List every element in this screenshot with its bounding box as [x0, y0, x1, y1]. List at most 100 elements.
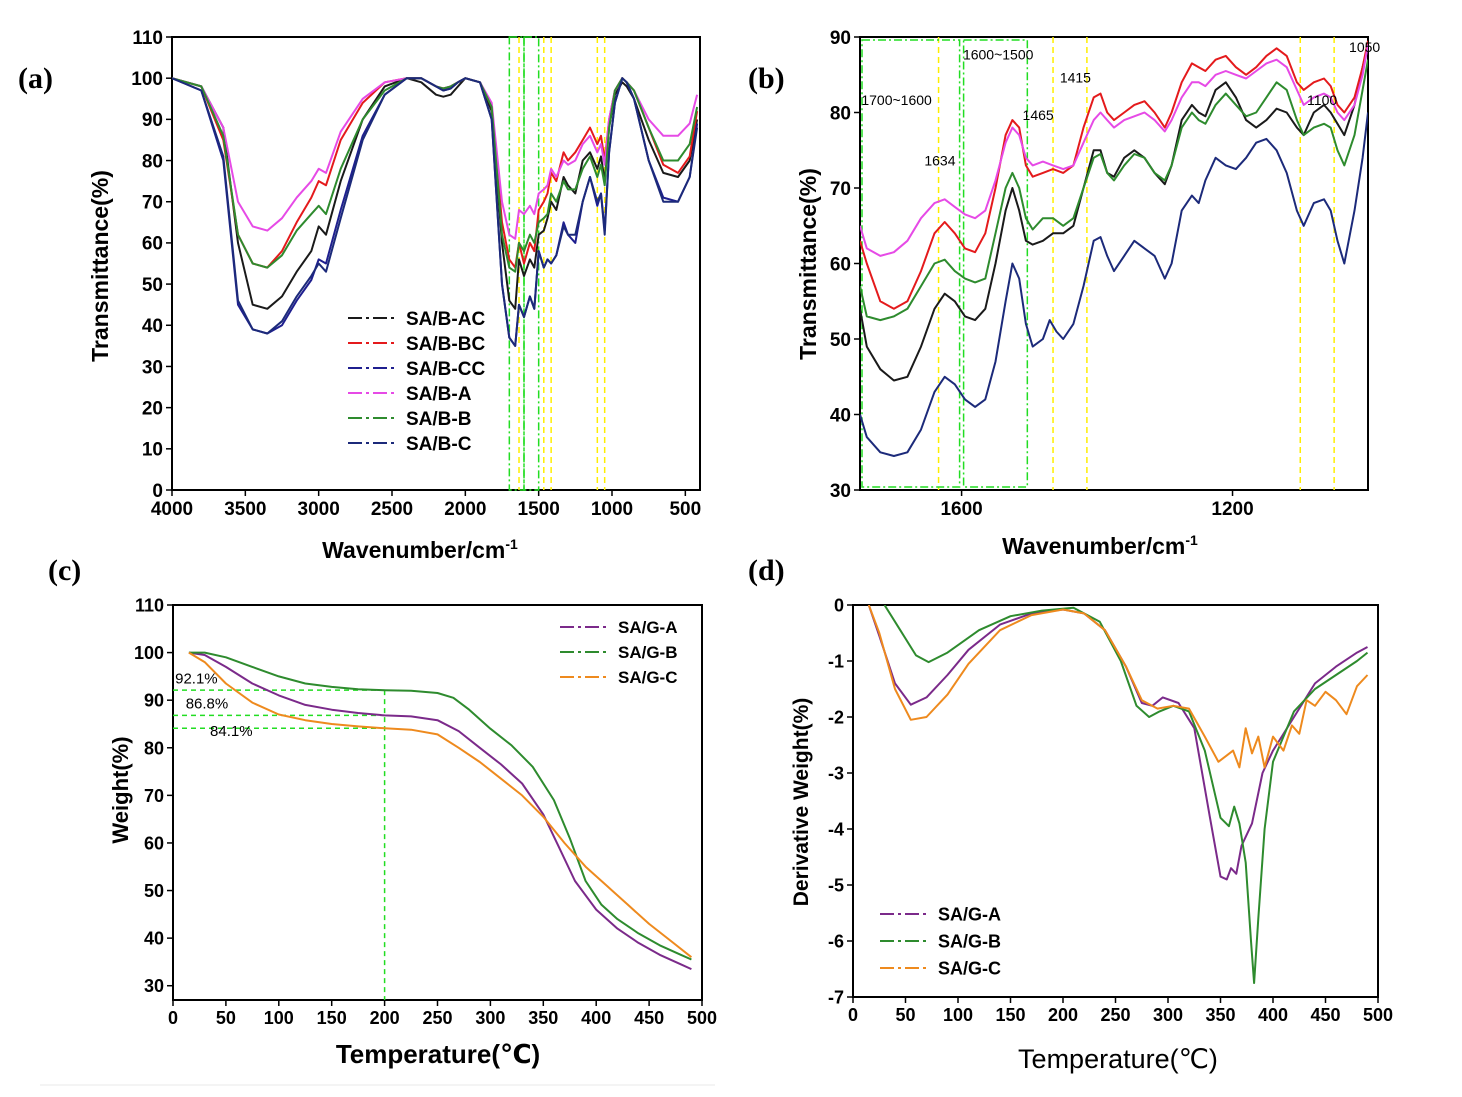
x-tick-label-c: 300 — [475, 1008, 505, 1028]
y-tick-label-a: 40 — [142, 316, 163, 337]
y-tick-label-c: 40 — [144, 929, 164, 949]
y-tick-label-a: 90 — [142, 110, 163, 131]
x-tick-label-a: 1000 — [591, 499, 633, 520]
legend-label-a: SA/B-C — [406, 434, 472, 455]
xlabel-c: Temperature(℃) — [336, 1039, 540, 1069]
x-tick-label-b: 1200 — [1211, 499, 1253, 520]
y-tick-label-a: 30 — [142, 357, 163, 378]
x-tick-label-c: 400 — [581, 1008, 611, 1028]
annotation-c: 84.1% — [210, 723, 253, 740]
legend-label-a: SA/B-BC — [406, 334, 485, 355]
x-tick-label-d: 200 — [1048, 1005, 1078, 1025]
x-tick-label-a: 3500 — [224, 499, 266, 520]
x-tick-label-d: 50 — [895, 1005, 915, 1025]
y-tick-label-c: 60 — [144, 833, 164, 853]
legend-label-a: SA/B-AC — [406, 309, 485, 330]
legend-label-a: SA/B-B — [406, 409, 471, 430]
x-tick-label-d: 0 — [848, 1005, 858, 1025]
annotation-b: 1050 — [1349, 39, 1380, 55]
series-line-d-sa-g-b — [883, 605, 1369, 984]
y-tick-label-b: 30 — [830, 481, 851, 502]
plot-area-c — [167, 604, 703, 1006]
y-tick-label-a: 20 — [142, 398, 163, 419]
series-line-b-sa-b-b — [860, 59, 1368, 322]
y-tick-label-a: 70 — [142, 193, 163, 214]
x-tick-label-a: 500 — [669, 499, 701, 520]
annotation-b: 1600~1500 — [963, 47, 1034, 63]
y-tick-label-c: 100 — [134, 643, 164, 663]
x-tick-label-d: 100 — [943, 1005, 973, 1025]
legend-label-d: SA/G-B — [938, 931, 1001, 951]
x-tick-label-d: 250 — [1100, 1005, 1130, 1025]
series-line-b-sa-b-c — [860, 112, 1368, 457]
y-tick-label-a: 60 — [142, 234, 163, 255]
series-line-b-sa-b-ac — [860, 44, 1368, 382]
annotation-c: 86.8% — [186, 696, 229, 713]
annotation-b: 1465 — [1023, 107, 1054, 123]
y-tick-label-a: 110 — [132, 28, 163, 49]
y-tick-label-c: 110 — [135, 595, 164, 615]
y-tick-label-b: 50 — [830, 330, 851, 351]
x-tick-label-c: 0 — [168, 1008, 178, 1028]
annotation-b: 1100 — [1307, 92, 1337, 108]
annotation-b: 1700~1600 — [861, 92, 932, 108]
x-tick-label-d: 300 — [1153, 1005, 1183, 1025]
y-tick-label-b: 60 — [830, 254, 851, 275]
x-tick-label-c: 500 — [687, 1008, 717, 1028]
y-tick-label-b: 70 — [830, 179, 851, 200]
y-tick-label-c: 90 — [144, 691, 164, 711]
legend-label-c: SA/G-C — [618, 668, 678, 687]
x-tick-label-c: 100 — [264, 1008, 294, 1028]
ylabel-b: Transmittance(%) — [795, 168, 821, 360]
series-line-b-sa-b-bc — [860, 40, 1368, 310]
series-line-c-sa-g-a — [188, 651, 692, 971]
legend-label-c: SA/G-A — [618, 618, 678, 637]
series-line-c-sa-g-b — [188, 651, 692, 961]
ylabel-d: Derivative Weight(%) — [790, 698, 813, 907]
x-tick-label-d: 500 — [1363, 1005, 1393, 1025]
x-tick-label-d: 450 — [1310, 1005, 1340, 1025]
x-tick-label-a: 3000 — [298, 499, 340, 520]
xlabel-b: Wavenumber/cm-1 — [1002, 532, 1198, 559]
plot-frame-a — [171, 36, 701, 491]
series-line-c-sa-g-c — [188, 651, 693, 958]
y-tick-label-b: 90 — [830, 28, 851, 49]
legend-label-d: SA/G-A — [938, 904, 1001, 924]
y-tick-label-d: -2 — [828, 707, 844, 727]
y-tick-label-a: 10 — [142, 440, 163, 461]
legend-label-d: SA/G-C — [938, 958, 1001, 978]
plot-area-b — [854, 36, 1369, 496]
x-tick-label-a: 2000 — [444, 499, 486, 520]
legend-label-a: SA/B-A — [406, 384, 472, 405]
series-line-d-sa-g-a — [867, 605, 1368, 881]
x-tick-label-a: 4000 — [151, 499, 193, 520]
series-line-a-sa-b-b — [172, 77, 699, 273]
plot-area-d — [847, 604, 1379, 1003]
x-tick-label-c: 450 — [634, 1008, 664, 1028]
y-tick-label-a: 80 — [142, 151, 163, 172]
x-tick-label-c: 350 — [528, 1008, 558, 1028]
panel-label-a: (a) — [18, 62, 53, 95]
x-tick-label-d: 350 — [1205, 1005, 1235, 1025]
y-tick-label-d: -7 — [828, 987, 844, 1007]
series-line-d-sa-g-c — [867, 605, 1369, 769]
y-tick-label-a: 50 — [142, 275, 163, 296]
y-tick-label-d: -5 — [828, 875, 844, 895]
panel-label-c: (c) — [48, 554, 81, 587]
y-tick-label-d: -4 — [828, 819, 844, 839]
x-tick-label-b: 1600 — [940, 499, 982, 520]
y-tick-label-c: 50 — [144, 881, 164, 901]
x-tick-label-d: 400 — [1258, 1005, 1288, 1025]
y-tick-label-c: 70 — [144, 786, 164, 806]
y-tick-label-a: 100 — [131, 69, 163, 90]
y-tick-label-d: -1 — [828, 651, 844, 671]
y-tick-label-a: 0 — [152, 481, 163, 502]
annotation-c: 92.1% — [175, 671, 218, 688]
x-tick-label-c: 250 — [422, 1008, 452, 1028]
plot-area-a — [166, 36, 701, 496]
y-tick-label-b: 80 — [830, 103, 851, 124]
annotation-b: 1415 — [1060, 69, 1091, 85]
marker-range-b — [861, 39, 961, 488]
x-tick-label-c: 150 — [317, 1008, 347, 1028]
